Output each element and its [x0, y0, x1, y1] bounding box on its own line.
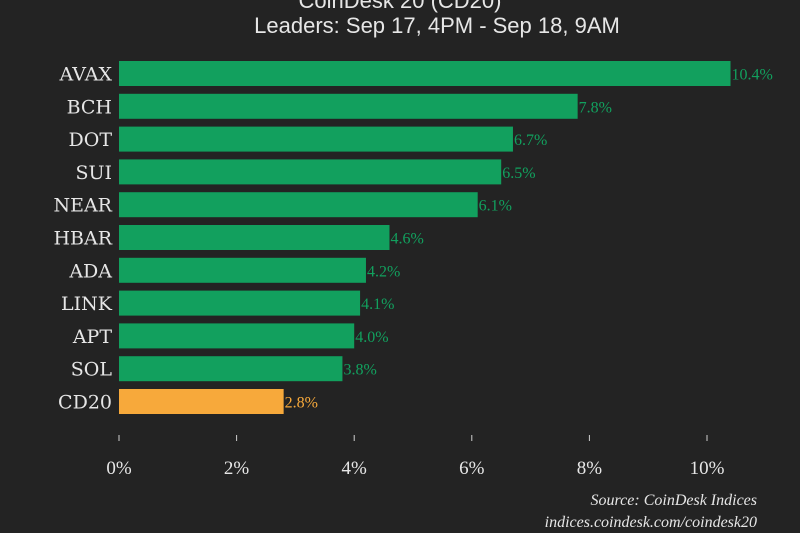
- value-label: 4.1%: [361, 296, 394, 313]
- bar-bch: [119, 93, 578, 119]
- value-label: 2.8%: [285, 395, 318, 412]
- category-label: HBAR: [53, 228, 112, 250]
- category-label: SUI: [75, 162, 112, 184]
- bar-sol: [119, 356, 343, 382]
- chart-title: CoinDesk 20 (CD20): [299, 0, 502, 13]
- x-tick-label: 0%: [106, 458, 132, 479]
- value-label: 3.8%: [343, 362, 376, 379]
- value-label: 7.8%: [579, 99, 612, 116]
- category-label: NEAR: [53, 195, 112, 217]
- x-tick-label: 2%: [224, 458, 250, 479]
- bar-avax: [119, 61, 731, 86]
- bar-ada: [119, 257, 366, 283]
- value-label: 6.5%: [502, 165, 535, 182]
- bar-near: [119, 192, 478, 218]
- category-label: DOT: [69, 129, 113, 151]
- category-label: ADA: [68, 260, 112, 282]
- source-url: indices.coindesk.com/coindesk20: [545, 514, 757, 531]
- category-label: SOL: [71, 359, 113, 381]
- chart-subtitle: Leaders: Sep 17, 4PM - Sep 18, 9AM: [254, 13, 620, 38]
- bar-dot: [119, 126, 513, 152]
- bar-cd20: [119, 389, 284, 414]
- category-label: APT: [72, 326, 113, 348]
- x-tick-label: 8%: [577, 458, 603, 479]
- value-label: 4.2%: [367, 263, 400, 280]
- value-label: 4.6%: [390, 231, 423, 248]
- value-label: 6.1%: [479, 198, 512, 215]
- bar-sui: [119, 159, 502, 185]
- x-tick-label: 10%: [690, 458, 725, 479]
- category-label: CD20: [58, 392, 112, 414]
- bar-link: [119, 290, 361, 316]
- source-label: Source: CoinDesk Indices: [591, 492, 757, 509]
- x-tick-label: 6%: [459, 458, 485, 479]
- bar-hbar: [119, 225, 390, 250]
- category-label: BCH: [67, 96, 112, 118]
- category-label: LINK: [61, 293, 113, 315]
- category-label: AVAX: [59, 64, 113, 86]
- bar-apt: [119, 323, 355, 349]
- x-tick-label: 4%: [342, 458, 368, 479]
- value-label: 10.4%: [732, 67, 773, 84]
- value-label: 6.7%: [514, 132, 547, 149]
- value-label: 4.0%: [355, 329, 388, 346]
